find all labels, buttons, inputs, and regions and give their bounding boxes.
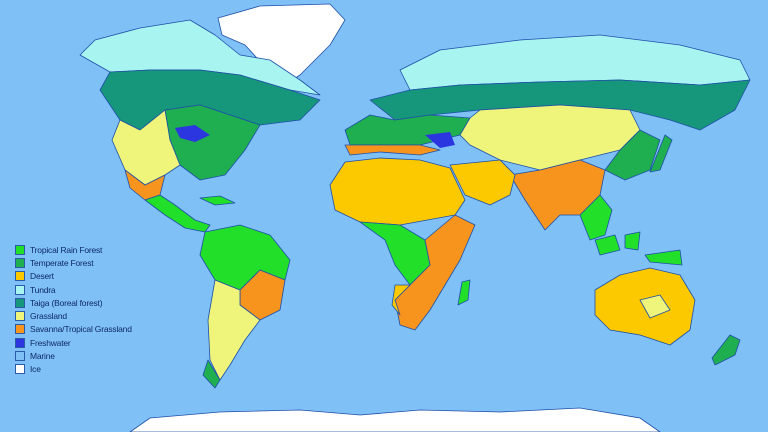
south-america-grassland xyxy=(207,279,261,381)
legend: Tropical Rain Forest Temperate Forest De… xyxy=(15,243,132,376)
legend-item-desert: Desert xyxy=(15,270,132,283)
madagascar xyxy=(457,279,471,306)
legend-swatch xyxy=(15,311,25,322)
legend-swatch xyxy=(15,297,25,308)
legend-swatch xyxy=(15,284,25,295)
southeast-asia-rainforest xyxy=(579,194,613,241)
africa-savanna xyxy=(394,214,476,331)
legend-swatch xyxy=(15,351,25,362)
legend-item-taiga: Taiga (Boreal forest) xyxy=(15,296,132,309)
asia-grassland xyxy=(459,104,641,171)
japan xyxy=(649,134,673,173)
legend-item-savanna: Savanna/Tropical Grassland xyxy=(15,323,132,336)
legend-item-tropical-rain-forest: Tropical Rain Forest xyxy=(15,243,132,256)
legend-item-marine: Marine xyxy=(15,349,132,362)
africa-desert xyxy=(329,157,466,226)
australia-grassland xyxy=(639,294,671,319)
central-america xyxy=(144,194,211,233)
new-zealand xyxy=(711,334,741,366)
legend-swatch xyxy=(15,244,25,255)
antarctica-ice xyxy=(129,407,661,432)
caspian-black-sea-freshwater xyxy=(425,132,455,148)
caribbean-islands xyxy=(199,195,236,206)
great-lakes-freshwater xyxy=(175,125,210,142)
legend-swatch xyxy=(15,271,25,282)
north-america-grassland xyxy=(111,109,181,186)
legend-item-ice: Ice xyxy=(15,363,132,376)
legend-swatch xyxy=(15,324,25,335)
legend-item-tundra: Tundra xyxy=(15,283,132,296)
legend-item-temperate-forest: Temperate Forest xyxy=(15,256,132,269)
legend-item-freshwater: Freshwater xyxy=(15,336,132,349)
legend-swatch xyxy=(15,257,25,268)
middle-east-desert xyxy=(449,159,516,206)
indonesia xyxy=(594,231,683,266)
legend-swatch xyxy=(15,337,25,348)
africa-south-desert xyxy=(391,284,411,316)
south-america-south xyxy=(202,359,221,389)
legend-swatch xyxy=(15,364,25,375)
legend-item-grassland: Grassland xyxy=(15,309,132,322)
greenland-ice xyxy=(217,3,346,89)
mediterranean-savanna xyxy=(344,144,441,156)
